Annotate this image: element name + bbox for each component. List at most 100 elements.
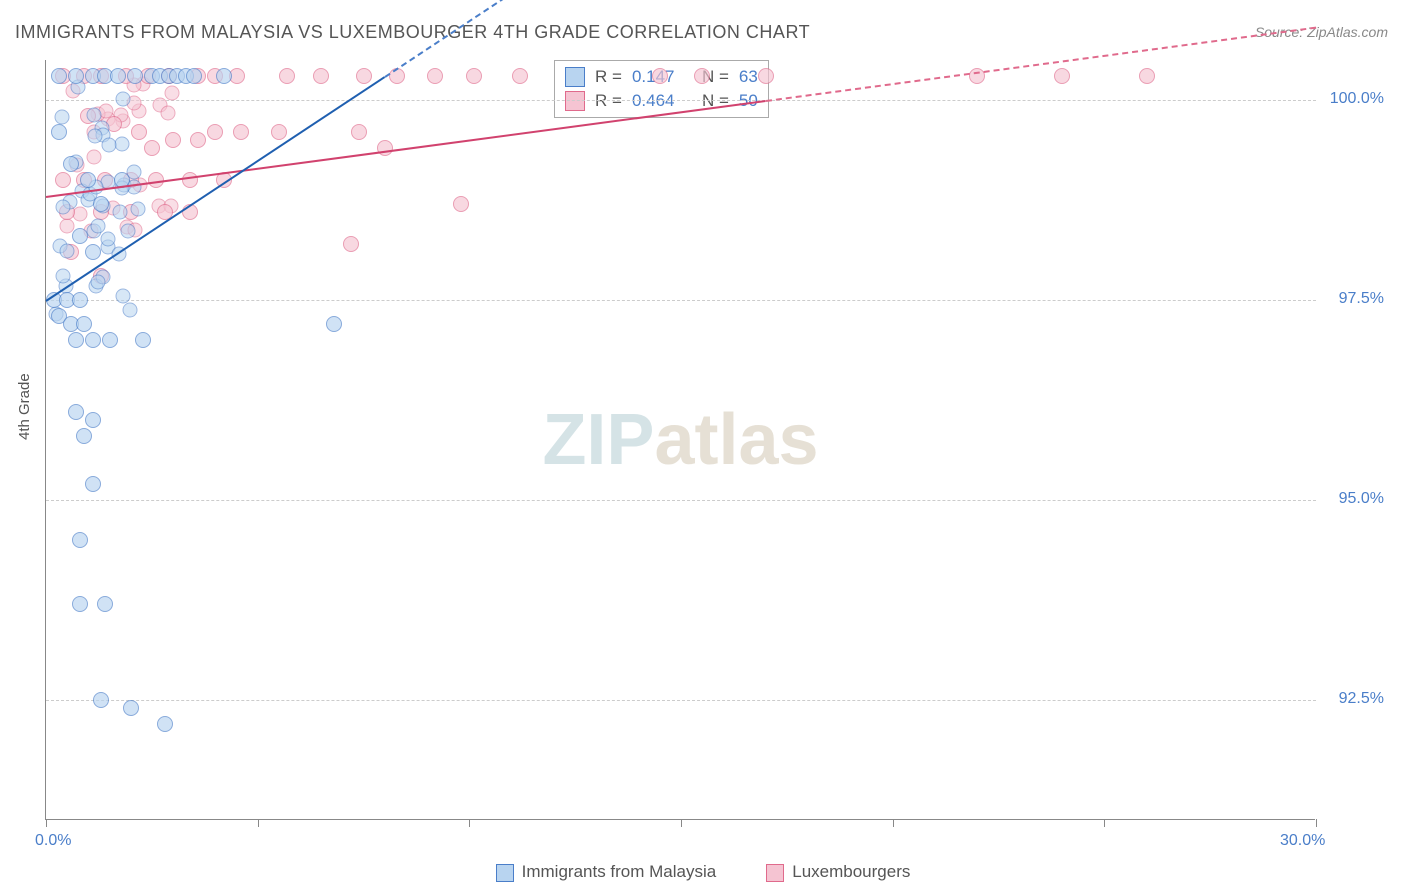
scatter-point xyxy=(130,202,145,217)
stat-label: R = xyxy=(595,91,622,111)
scatter-point xyxy=(127,68,143,84)
x-tick-label: 0.0% xyxy=(35,832,71,850)
scatter-point xyxy=(1139,68,1155,84)
scatter-point xyxy=(377,140,393,156)
scatter-point xyxy=(86,108,101,123)
scatter-point xyxy=(80,172,96,188)
scatter-point xyxy=(85,244,101,260)
x-tick xyxy=(258,819,259,827)
legend-swatch xyxy=(766,864,784,882)
stat-n-value: 63 xyxy=(739,67,758,87)
scatter-point xyxy=(59,243,74,258)
scatter-point xyxy=(216,68,232,84)
scatter-point xyxy=(182,172,198,188)
scatter-point xyxy=(97,596,113,612)
y-tick-label: 100.0% xyxy=(1330,90,1384,108)
x-tick xyxy=(1104,819,1105,827)
legend-bottom: Immigrants from Malaysia Luxembourgers xyxy=(0,862,1406,882)
stat-r-value: 0.464 xyxy=(632,91,692,111)
scatter-point xyxy=(93,196,109,212)
scatter-point xyxy=(85,412,101,428)
x-tick xyxy=(893,819,894,827)
scatter-point xyxy=(54,110,69,125)
scatter-point xyxy=(453,196,469,212)
legend-item: Immigrants from Malaysia xyxy=(496,862,717,882)
scatter-point xyxy=(123,303,138,318)
scatter-point xyxy=(190,132,206,148)
scatter-point xyxy=(51,68,67,84)
gridline xyxy=(46,300,1316,301)
series-swatch xyxy=(565,67,585,87)
scatter-point xyxy=(85,332,101,348)
scatter-point xyxy=(157,716,173,732)
scatter-point xyxy=(343,236,359,252)
scatter-point xyxy=(356,68,372,84)
scatter-point xyxy=(93,692,109,708)
scatter-point xyxy=(186,68,202,84)
x-tick xyxy=(469,819,470,827)
scatter-point xyxy=(90,218,105,233)
scatter-point xyxy=(758,68,774,84)
scatter-point xyxy=(123,700,139,716)
scatter-point xyxy=(110,68,126,84)
legend-item: Luxembourgers xyxy=(766,862,910,882)
scatter-point xyxy=(102,332,118,348)
trend-line-extension xyxy=(766,27,1317,102)
scatter-point xyxy=(233,124,249,140)
x-tick xyxy=(46,819,47,827)
scatter-point xyxy=(326,316,342,332)
stats-row: R =0.464N =50 xyxy=(561,89,762,113)
scatter-point xyxy=(165,86,180,101)
scatter-point xyxy=(56,268,71,283)
scatter-point xyxy=(68,332,84,348)
scatter-point xyxy=(207,124,223,140)
plot-area: R =0.147N =63R =0.464N =50 ZIPatlas xyxy=(45,60,1315,820)
scatter-point xyxy=(1054,68,1070,84)
scatter-point xyxy=(144,140,160,156)
scatter-point xyxy=(652,68,668,84)
scatter-point xyxy=(55,172,71,188)
scatter-point xyxy=(76,316,92,332)
scatter-point xyxy=(115,91,130,106)
legend-swatch xyxy=(496,864,514,882)
x-tick-label: 30.0% xyxy=(1280,832,1325,850)
y-tick-label: 95.0% xyxy=(1339,490,1384,508)
scatter-point xyxy=(694,68,710,84)
scatter-point xyxy=(121,223,136,238)
scatter-point xyxy=(131,124,147,140)
scatter-point xyxy=(68,68,84,84)
scatter-point xyxy=(72,292,88,308)
x-tick xyxy=(681,819,682,827)
scatter-point xyxy=(512,68,528,84)
scatter-point xyxy=(101,137,116,152)
scatter-point xyxy=(91,275,106,290)
scatter-point xyxy=(63,156,79,172)
scatter-point xyxy=(427,68,443,84)
scatter-point xyxy=(313,68,329,84)
series-swatch xyxy=(565,91,585,111)
scatter-point xyxy=(161,105,176,120)
scatter-point xyxy=(76,428,92,444)
scatter-point xyxy=(101,232,116,247)
chart-title: IMMIGRANTS FROM MALAYSIA VS LUXEMBOURGER… xyxy=(15,22,810,43)
scatter-point xyxy=(279,68,295,84)
stat-label: R = xyxy=(595,67,622,87)
scatter-point xyxy=(112,205,127,220)
y-tick-label: 92.5% xyxy=(1339,690,1384,708)
scatter-point xyxy=(56,199,71,214)
y-tick-label: 97.5% xyxy=(1339,290,1384,308)
gridline xyxy=(46,500,1316,501)
scatter-point xyxy=(114,137,129,152)
scatter-point xyxy=(87,149,102,164)
scatter-point xyxy=(85,476,101,492)
scatter-point xyxy=(351,124,367,140)
scatter-point xyxy=(271,124,287,140)
scatter-point xyxy=(116,288,131,303)
gridline xyxy=(46,700,1316,701)
scatter-point xyxy=(72,532,88,548)
watermark: ZIPatlas xyxy=(542,399,818,481)
scatter-point xyxy=(51,124,67,140)
scatter-point xyxy=(165,132,181,148)
x-tick xyxy=(1316,819,1317,827)
gridline xyxy=(46,100,1316,101)
